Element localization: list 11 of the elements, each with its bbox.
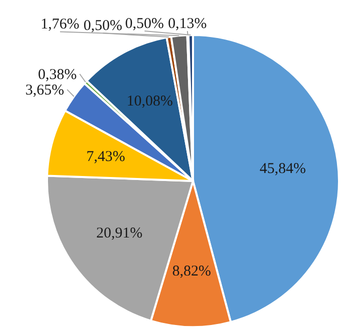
data-label: 8,82% <box>172 264 211 280</box>
data-label: 0,50% <box>84 18 122 34</box>
data-label: 1,76% <box>40 16 80 33</box>
data-label: 0,38% <box>38 67 77 84</box>
data-label: 3,65% <box>25 82 64 99</box>
data-label: 7,43% <box>86 148 126 165</box>
data-label: 10,08% <box>126 93 173 110</box>
data-label: 45,84% <box>260 161 306 178</box>
data-label: 0,50% <box>125 16 164 32</box>
data-label: 0,13% <box>168 16 207 32</box>
data-label: 20,91% <box>96 226 143 242</box>
